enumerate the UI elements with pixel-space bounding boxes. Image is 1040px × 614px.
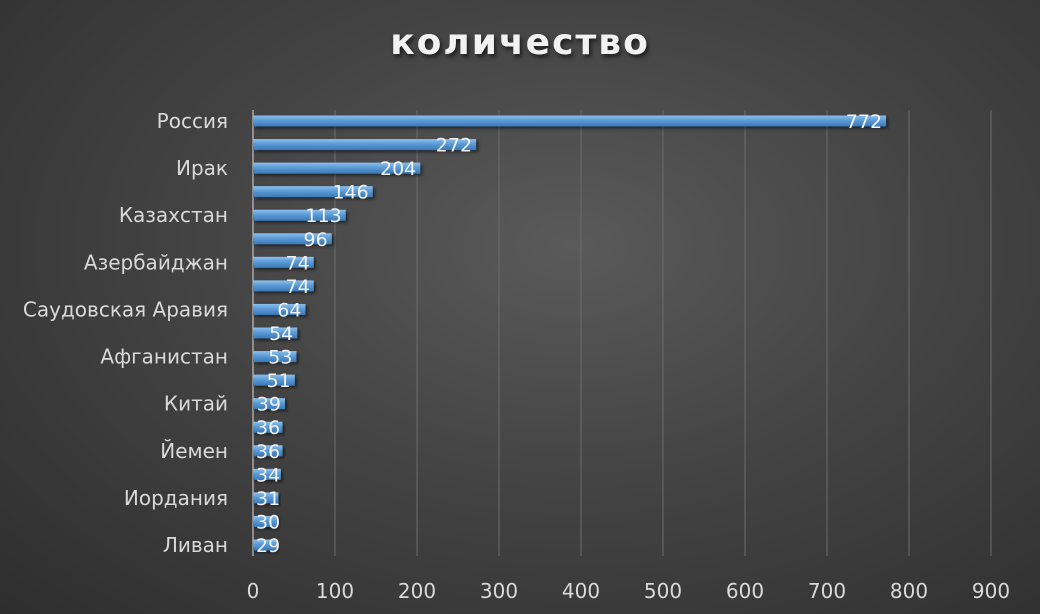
category-label: Казахстан [119,203,228,227]
data-label: 53 [268,347,292,369]
data-label: 74 [285,276,309,298]
bar [253,398,285,410]
x-tick-label: 300 [480,579,518,603]
bar [253,162,421,174]
data-label: 272 [436,135,472,157]
data-label: 204 [380,158,416,180]
data-label: 36 [256,417,280,439]
bar [253,280,314,292]
bar [253,374,295,386]
bar [253,515,278,527]
data-label: 30 [256,511,280,533]
category-label: Афганистан [100,345,228,369]
bar [253,421,283,433]
data-label: 34 [256,464,280,486]
x-tick-label: 500 [644,579,682,603]
x-tick-label: 900 [972,579,1010,603]
category-label: Ирак [176,156,228,180]
data-label: 39 [257,394,281,416]
bar [253,139,477,151]
category-label: Йемен [160,439,228,463]
data-label: 36 [256,441,280,463]
data-label: 54 [269,323,293,345]
bar [253,186,373,198]
category-label: Азербайджан [84,250,228,274]
data-label: 64 [277,299,301,321]
bar [253,351,297,363]
bar [253,468,281,480]
bar [253,539,277,551]
x-tick-label: 100 [316,579,354,603]
bar [253,209,346,221]
x-tick-label: 600 [726,579,764,603]
bar [253,445,283,457]
data-label: 51 [267,370,291,392]
x-tick-label: 800 [890,579,928,603]
category-label: Китай [164,392,228,416]
data-label: 29 [256,535,280,557]
data-label: 772 [846,111,882,133]
bar [253,233,332,245]
x-tick-label: 0 [247,579,260,603]
data-label: 96 [304,229,328,251]
data-label: 146 [332,182,368,204]
category-label: Саудовская Аравия [23,297,228,321]
category-label: Россия [157,109,228,133]
bar [253,492,279,504]
data-label: 74 [285,252,309,274]
data-label: 113 [305,205,341,227]
category-label: Иордания [124,486,228,510]
chart-title: количество [390,22,650,63]
bar [253,115,887,127]
bar [253,303,306,315]
x-tick-label: 400 [562,579,600,603]
bar [253,327,298,339]
category-label: Ливан [163,533,228,557]
x-tick-label: 700 [808,579,846,603]
x-tick-label: 200 [398,579,436,603]
data-label: 31 [256,488,280,510]
bar [253,256,314,268]
